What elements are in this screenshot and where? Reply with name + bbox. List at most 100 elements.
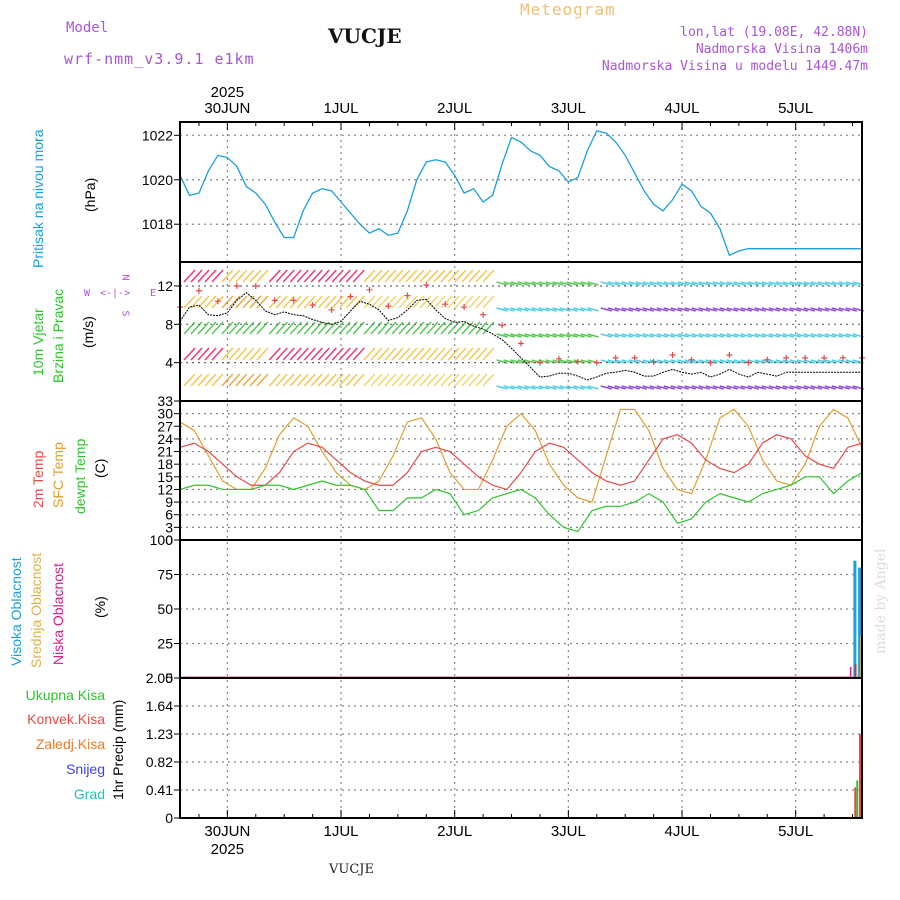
wind-barb xyxy=(712,307,724,312)
wind-barb xyxy=(684,281,696,286)
wind-barb xyxy=(719,333,731,338)
wind-barb xyxy=(289,347,302,361)
wind-barb xyxy=(761,385,773,390)
wind-barb xyxy=(183,269,196,283)
wind-barb xyxy=(663,333,675,338)
cloud-tick-label: 25 xyxy=(157,636,173,652)
mid-cloud-bar xyxy=(855,664,858,678)
wind-barb xyxy=(600,307,612,312)
wind-barb xyxy=(370,347,383,361)
wind-barb xyxy=(524,281,536,286)
wind-barb xyxy=(649,307,661,312)
wind-barb xyxy=(338,373,351,387)
wind-barb xyxy=(454,295,467,309)
wind-barb xyxy=(566,359,578,364)
wind-barb xyxy=(663,307,675,312)
wind-barb xyxy=(824,307,836,312)
wind-barb xyxy=(817,333,829,338)
wind-barb xyxy=(531,281,543,286)
wind-barb xyxy=(268,269,281,283)
wind-barb xyxy=(468,373,481,387)
wind-barb xyxy=(296,269,309,283)
wind-barb xyxy=(621,281,633,286)
wind-gust-marker xyxy=(271,297,278,304)
wind-barb xyxy=(524,385,536,390)
wind-barb xyxy=(482,347,495,361)
wind-barb xyxy=(733,333,745,338)
wind-barb xyxy=(190,269,203,283)
wind-barb xyxy=(733,359,745,364)
bottom-day-label: 1JUL xyxy=(324,823,359,840)
temp-tick-label: 27 xyxy=(157,418,173,434)
wind-barb xyxy=(719,359,731,364)
high-cloud-bar xyxy=(853,560,857,678)
temp-tick-label: 15 xyxy=(157,469,173,485)
wind-barb xyxy=(768,359,780,364)
wind-barb xyxy=(524,359,536,364)
wind-barb xyxy=(496,333,508,338)
wind-barb xyxy=(628,385,640,390)
wind-barb xyxy=(303,295,316,309)
wind-barb xyxy=(524,333,536,338)
wind-barb xyxy=(235,373,248,387)
wind-barb xyxy=(838,385,850,390)
wind-barb xyxy=(454,321,467,335)
model-label: Model xyxy=(66,20,109,36)
wind-barb xyxy=(183,347,196,361)
wind-barb xyxy=(324,321,337,335)
wind-gust-marker xyxy=(195,287,202,294)
wind-barb xyxy=(228,373,241,387)
wind-barb xyxy=(221,347,234,361)
wind-barb xyxy=(398,269,411,283)
legend-total-precip: Ukupna Kisa xyxy=(25,687,105,703)
wind-gust-marker xyxy=(840,354,847,361)
wind-barb xyxy=(573,333,585,338)
wind-barb xyxy=(726,281,738,286)
wind-gust-marker xyxy=(631,354,638,361)
wind-barb xyxy=(391,373,404,387)
wind-barb xyxy=(468,321,481,335)
conv-precip-bar xyxy=(854,787,857,818)
wind-barb xyxy=(600,333,612,338)
wind-barb xyxy=(621,307,633,312)
wind-barb xyxy=(545,385,557,390)
wind-barb xyxy=(635,281,647,286)
wind-barb xyxy=(719,307,731,312)
compass-arrows: <-|-> xyxy=(100,288,131,299)
wind-barb xyxy=(496,385,508,390)
precip-tick-label: 1.23 xyxy=(146,726,173,742)
wind-barb xyxy=(845,281,857,286)
wind-barb xyxy=(190,347,203,361)
wind-barb xyxy=(628,333,640,338)
wind-barb xyxy=(803,307,815,312)
wind-barb xyxy=(211,347,224,361)
wind-barb xyxy=(545,333,557,338)
wind-barb xyxy=(754,281,766,286)
wind-barb xyxy=(391,321,404,335)
wind-barb xyxy=(440,373,453,387)
wind-barb xyxy=(275,321,288,335)
bottom-day-label: 4JUL xyxy=(665,823,700,840)
wind-barb xyxy=(614,333,626,338)
wind-barb xyxy=(268,373,281,387)
wind-barb xyxy=(761,307,773,312)
wind-barb xyxy=(440,295,453,309)
wind-barb xyxy=(296,295,309,309)
wind-barb xyxy=(538,333,550,338)
wind-barb xyxy=(454,373,467,387)
wind-barb xyxy=(691,281,703,286)
wind-barb xyxy=(845,333,857,338)
wind-barb xyxy=(531,307,543,312)
wind-barb xyxy=(628,281,640,286)
wind-barb xyxy=(656,281,668,286)
wind-barb xyxy=(810,333,822,338)
wind-barb xyxy=(197,269,210,283)
wind-gust-marker xyxy=(366,286,373,293)
wind-barb xyxy=(282,347,295,361)
wind-barb xyxy=(684,307,696,312)
model-altitude-label: Nadmorska Visina u modelu 1449.47m xyxy=(601,59,868,74)
bottom-day-label: 2JUL xyxy=(437,823,472,840)
wind-barb xyxy=(600,359,612,364)
legend-snow: Snijeg xyxy=(66,761,105,777)
